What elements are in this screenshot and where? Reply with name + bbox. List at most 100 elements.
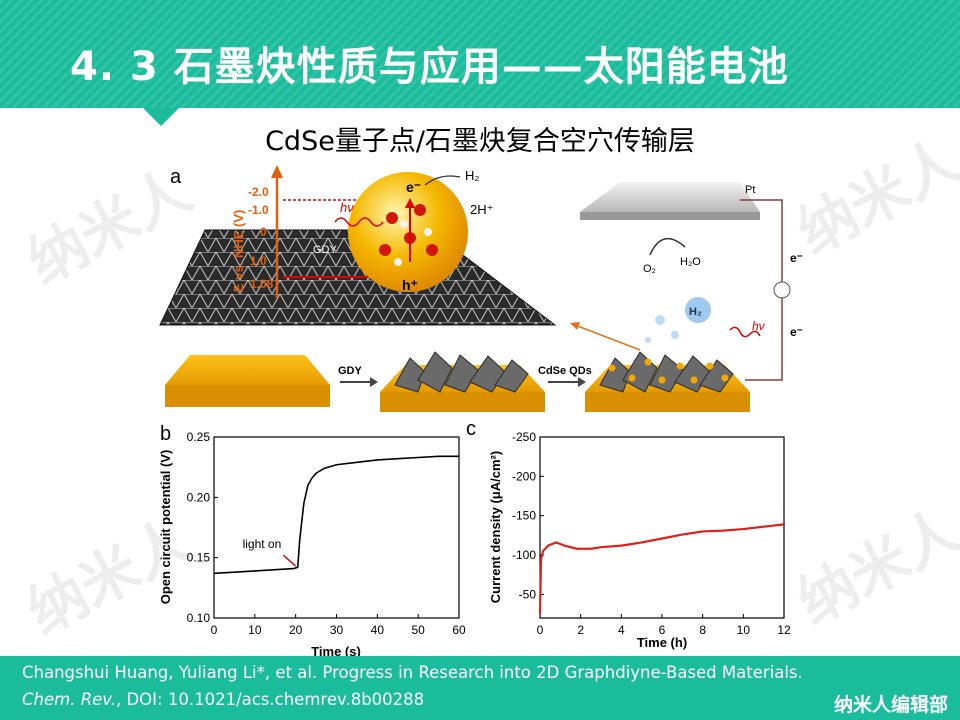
- zoom-arrow: [574, 324, 641, 351]
- level-label-3: 0: [260, 225, 267, 239]
- citation-journal-line: Chem. Rev., DOI: 10.1021/acs.chemrev.8b0…: [22, 690, 424, 709]
- citation-authors: Changshui Huang, Yuliang Li*, et al. Pro…: [22, 663, 803, 682]
- x-tick-label: 2: [577, 623, 584, 637]
- y-tick-label: 0.15: [187, 551, 211, 565]
- x-tick-label: 0: [211, 623, 218, 637]
- gdy-nanowalls: [394, 351, 529, 393]
- footer-bar: [0, 656, 960, 720]
- pt-label: Pt: [745, 184, 755, 196]
- h2-product-label: H₂: [465, 168, 479, 183]
- chart-b-annotation-arrow: [282, 554, 297, 567]
- y-tick-label: 0.10: [187, 611, 211, 625]
- y-tick-label: -50: [519, 587, 537, 601]
- y-tick-label: -250: [512, 430, 536, 444]
- y-tick-label: 0.20: [187, 490, 211, 504]
- level-label-5: 1.08: [250, 277, 274, 291]
- substrate-step1-edge: [165, 385, 330, 407]
- substrate-step1: [165, 355, 330, 385]
- chart-b: b 0 10 20 30 40 50 60 0.10 0.15 0.20 0.25 Time (s)…: [158, 423, 466, 659]
- water-oxidation-arrow: [649, 238, 686, 256]
- x-tick-label: 40: [371, 623, 385, 637]
- chart-c-series-line: [538, 523, 785, 615]
- panel-label-c: c: [466, 418, 476, 440]
- panel-label-b: b: [160, 423, 171, 445]
- atom-white: [400, 220, 408, 228]
- light-wave: [334, 217, 384, 227]
- title-bar: [0, 0, 960, 108]
- atom-white: [394, 258, 402, 266]
- x-tick-label: 12: [777, 623, 791, 637]
- y-tick-label: -200: [512, 469, 536, 483]
- hv-label-2: hν: [752, 319, 765, 333]
- chart-c-y-axis-label: Current density (μA/cm²): [488, 451, 503, 603]
- x-tick-label: 60: [452, 623, 466, 637]
- panel-label-a: a: [170, 166, 182, 188]
- process-step-2-label: CdSe QDs: [538, 365, 592, 377]
- y-tick-label: 0.25: [187, 430, 211, 444]
- x-tick-label: 30: [330, 623, 344, 637]
- pt-electrode: [580, 182, 760, 212]
- substrate-step3-edge: [585, 392, 750, 412]
- bubble: [655, 315, 665, 325]
- chart-c: c 0 2 4 6 8 10 12-50-100-150-200-250 Time (h) …: [466, 418, 791, 650]
- x-tick-label: 4: [618, 623, 625, 637]
- atom-red: [426, 244, 438, 256]
- chart-b-x-axis-label: Time (s): [311, 644, 361, 659]
- ammeter-icon: [773, 281, 791, 299]
- level-label-1: -2.0: [248, 185, 269, 199]
- x-tick-label: 10: [737, 623, 751, 637]
- chart-b-y-axis-label: Open circuit potential (V): [158, 450, 173, 605]
- zoom-arrow-icon: [570, 322, 580, 330]
- chart-b-annotation: light on: [243, 537, 282, 551]
- process-step-1-label: GDY: [338, 365, 363, 377]
- excitation-arrow-icon: [405, 198, 415, 208]
- level-label-4: 1.0: [250, 254, 267, 268]
- atom-red: [386, 212, 398, 224]
- level-label-2: -1.0: [248, 203, 269, 217]
- light-wave-2: [729, 326, 761, 338]
- x-tick-label: 50: [411, 623, 425, 637]
- hv-label: hν: [340, 200, 354, 215]
- o2-label: O₂: [643, 263, 656, 275]
- citation-journal: Chem. Rev.: [22, 690, 116, 709]
- x-tick-label: 0: [537, 623, 544, 637]
- process-arrow-2-icon: [578, 377, 586, 387]
- x-tick-label: 6: [659, 623, 666, 637]
- brand-label: 纳米人编辑部: [833, 694, 948, 716]
- energy-axis-label: E vs. NHE (V): [231, 210, 246, 292]
- electron-flow-label-1: e⁻: [790, 251, 803, 265]
- pt-electrode-edge: [580, 212, 760, 220]
- y-tick-label: -150: [512, 509, 536, 523]
- substrate-step2-edge: [380, 392, 545, 412]
- electron-label: e⁻: [406, 179, 421, 195]
- h2o-label: H₂O: [680, 256, 701, 268]
- bubble: [671, 331, 679, 339]
- x-tick-label: 10: [248, 623, 262, 637]
- citation-doi: , DOI: 10.1021/acs.chemrev.8b00288: [115, 690, 425, 709]
- chart-c-x-axis-label: Time (h): [637, 635, 687, 650]
- h2-arrow: [424, 175, 461, 186]
- y-tick-label: -100: [512, 548, 536, 562]
- process-arrow-1-icon: [370, 377, 378, 387]
- title-bar-notch: [143, 108, 179, 126]
- slide-subtitle: CdSe量子点/石墨炔复合空穴传输层: [265, 126, 695, 157]
- cdse-quantum-dot: [348, 172, 468, 292]
- h2-bubble-label: H₂: [689, 306, 702, 318]
- hole-label: h⁺: [402, 277, 418, 293]
- energy-axis-arrow-icon: [271, 165, 283, 178]
- chart-b-series-line: [213, 455, 459, 575]
- atom-red: [414, 204, 426, 216]
- atom-red: [379, 244, 391, 256]
- x-tick-label: 8: [699, 623, 706, 637]
- bubble: [645, 337, 651, 343]
- quantum-dots: [608, 358, 729, 384]
- electron-flow-label-2: e⁻: [790, 325, 803, 339]
- slide-title: 4. 3 石墨炔性质与应用——太阳能电池: [70, 44, 789, 90]
- h2-bubble: [685, 297, 711, 323]
- proton-label: 2H⁺: [470, 202, 493, 217]
- gdy-label: GDY: [313, 244, 338, 256]
- atom-white: [424, 228, 432, 236]
- x-tick-label: 20: [289, 623, 303, 637]
